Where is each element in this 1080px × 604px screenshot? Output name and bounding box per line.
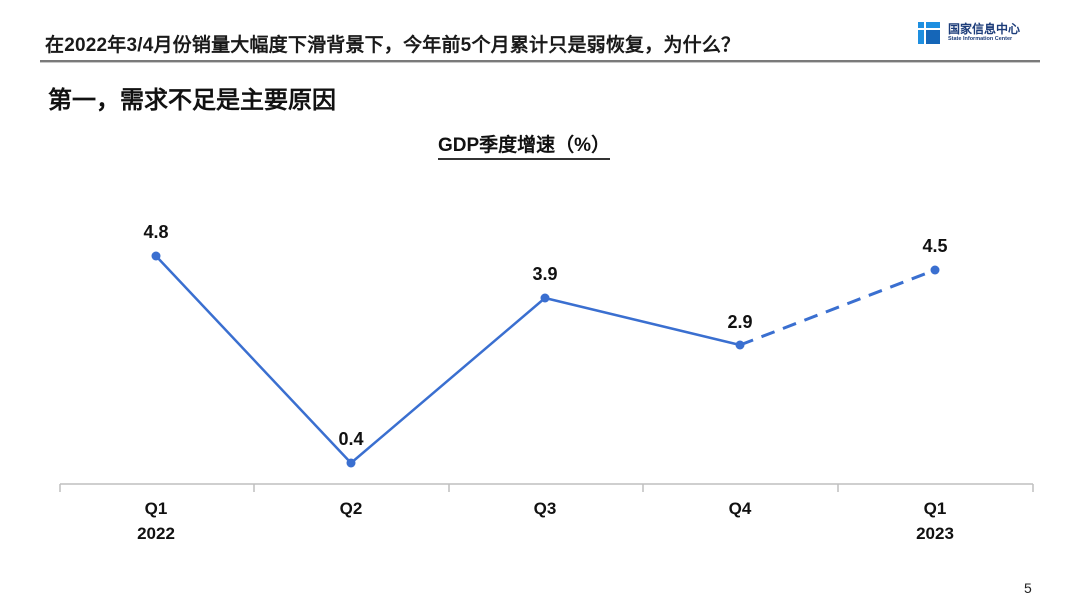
x-label-q1-2023: Q1 bbox=[924, 499, 947, 518]
logo-text-en: State Information Center bbox=[948, 36, 1013, 42]
sic-logo-icon bbox=[918, 22, 940, 44]
section-subtitle: 第一，需求不足是主要原因 bbox=[48, 87, 336, 114]
data-point-q4-2022 bbox=[735, 340, 745, 350]
data-label-q1-2023: 4.5 bbox=[922, 236, 947, 256]
page-number: 5 bbox=[1024, 580, 1032, 596]
data-points bbox=[151, 251, 940, 468]
chart-title: GDP季度增速（%） bbox=[438, 130, 611, 160]
x-axis bbox=[59, 483, 1034, 492]
data-label-q1-2022: 4.8 bbox=[143, 222, 168, 242]
organization-logo: 国家信息中心 State Information Center bbox=[918, 22, 1020, 44]
title-divider-shadow bbox=[40, 62, 1040, 63]
x-label-year-2022: 2022 bbox=[137, 524, 175, 543]
x-label-q4: Q4 bbox=[729, 499, 752, 518]
data-label-q4-2022: 2.9 bbox=[727, 312, 752, 332]
slide-title: 在2022年3/4月份销量大幅度下滑背景下，今年前5个月累计只是弱恢复，为什么？ bbox=[45, 35, 741, 56]
data-label-q2-2022: 0.4 bbox=[338, 429, 363, 449]
logo-text-cn: 国家信息中心 bbox=[948, 22, 1021, 36]
title-divider bbox=[40, 60, 1040, 62]
x-label-q1-2022: Q1 bbox=[145, 499, 168, 518]
x-label-q2: Q2 bbox=[340, 499, 363, 518]
data-point-q3-2022 bbox=[540, 293, 550, 303]
data-label-q3-2022: 3.9 bbox=[532, 264, 557, 284]
data-point-q2-2022 bbox=[346, 458, 356, 468]
data-point-q1-2022 bbox=[151, 251, 161, 261]
data-point-q1-2023 bbox=[930, 265, 940, 275]
x-label-q3: Q3 bbox=[534, 499, 557, 518]
x-label-year-2023: 2023 bbox=[916, 524, 954, 543]
series-line bbox=[155, 255, 936, 465]
